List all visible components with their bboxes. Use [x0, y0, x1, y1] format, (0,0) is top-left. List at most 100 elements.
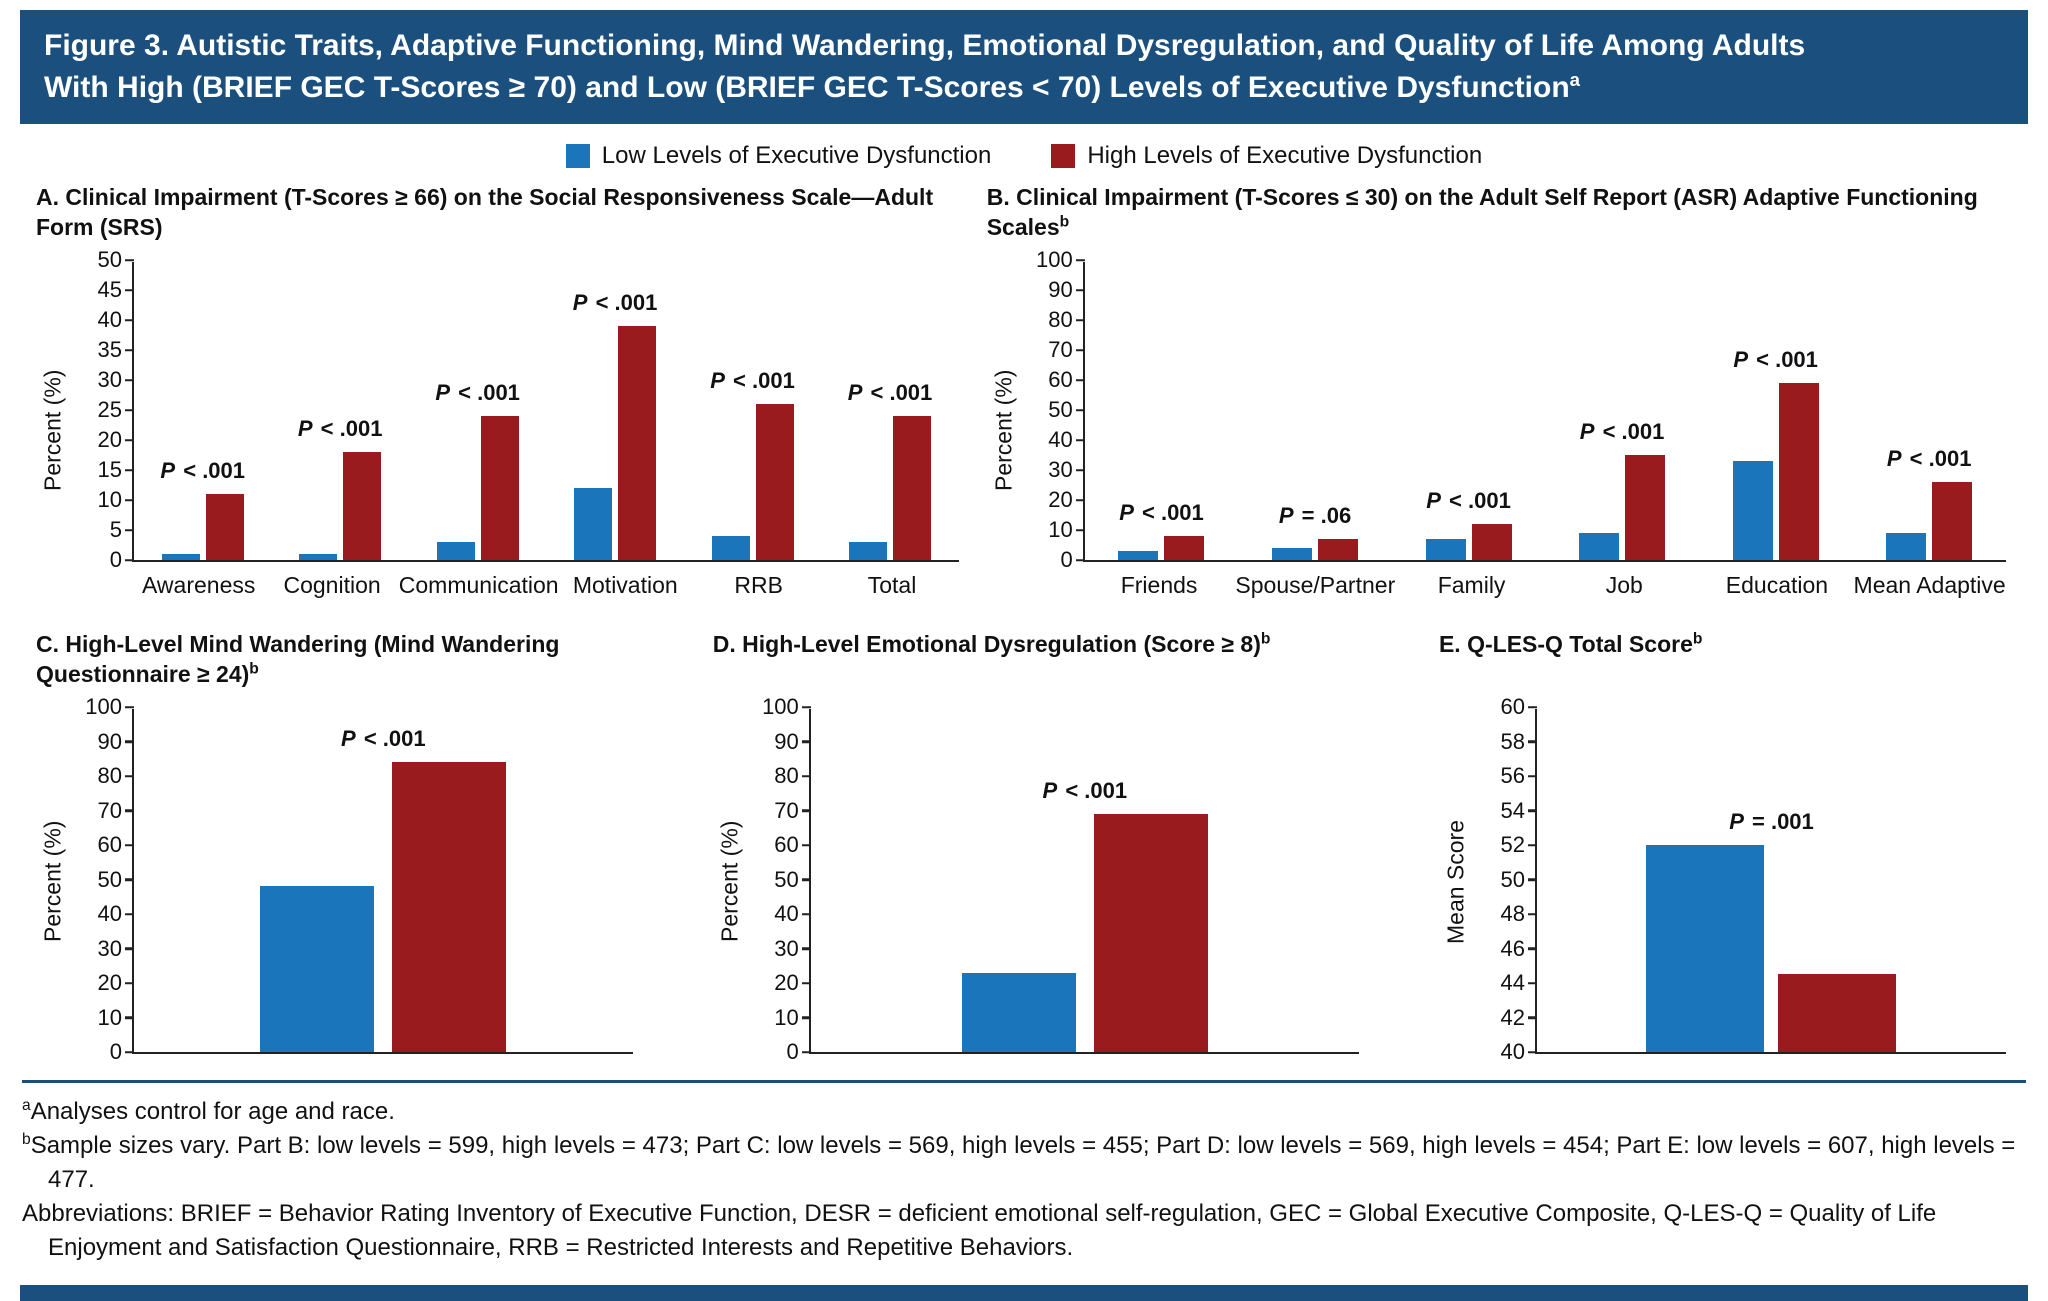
bar-high	[1471, 524, 1512, 560]
chart-e: Mean Score 40 42 44 46 48 50 52 54 56 58 60 P = .001	[1439, 696, 2012, 1063]
x-category-label: Mean Adaptive	[1853, 572, 2006, 598]
y-tick-mark	[125, 947, 134, 950]
y-tick-mark	[1075, 438, 1085, 442]
y-tick-mark	[1527, 774, 1537, 778]
footnote-a: aAnalyses control for age and race.	[22, 1095, 2026, 1129]
x-category-label: Education	[1725, 572, 1829, 598]
y-tick-mark	[125, 348, 134, 352]
y-tick-mark	[125, 843, 134, 847]
y-tick-mark	[125, 528, 134, 532]
panel-a: A. Clinical Impairment (T-Scores ≥ 66) o…	[36, 182, 965, 599]
legend-swatch-low-icon	[565, 144, 590, 168]
y-tick-mark	[125, 774, 134, 778]
y-tick-mark	[125, 438, 134, 442]
y-tick-label: 52	[1500, 832, 1525, 857]
panel-c-title: C. High-Level Mind Wandering (Mind Wande…	[36, 629, 639, 697]
plot-column: 0 5 10 15 20 25 30 35 40 45 50 P < .001 P < .001 P < …	[70, 249, 965, 599]
y-tick-label: 45	[97, 277, 122, 302]
bar-group: P < .001	[160, 458, 245, 560]
y-tick-label: 15	[97, 457, 122, 482]
panel-d-title: D. High-Level Emotional Dysregulation (S…	[713, 629, 1365, 697]
y-tick-mark	[1527, 843, 1537, 847]
chart-area-e: Mean Score 40 42 44 46 48 50 52 54 56 58 60 P = .001	[1439, 696, 2012, 1063]
y-tick-label: 80	[1048, 307, 1073, 332]
y-tick-mark	[801, 1050, 811, 1054]
footnote-a-text: Analyses control for age and race.	[30, 1098, 395, 1125]
plot-area: 0 10 20 30 40 50 60 70 80 90 100 P < .001	[762, 696, 1359, 1063]
y-tick-label: 40	[774, 901, 799, 926]
x-category-label: Total	[867, 572, 917, 598]
y-tick-mark	[125, 468, 134, 472]
y-tick-label: 50	[97, 247, 122, 272]
x-category-label: Communication	[398, 572, 559, 598]
y-tick-label: 90	[1048, 277, 1073, 302]
y-tick-mark	[1075, 378, 1085, 382]
panel-e-title-text: E. Q-LES-Q Total Score	[1438, 631, 1693, 657]
figure-title-line1: Figure 3. Autistic Traits, Adaptive Func…	[44, 29, 1806, 62]
bar-low	[1272, 548, 1313, 560]
x-category-label: Awareness	[142, 572, 256, 598]
plot-column: 40 42 44 46 48 50 52 54 56 58 60 P = .001	[1473, 696, 2012, 1063]
plot-area: 40 42 44 46 48 50 52 54 56 58 60 P = .001	[1500, 696, 2006, 1063]
bar-groups: P < .001 P = .06 P < .001 P < .001 P < .001 P…	[1085, 262, 2006, 560]
footnote-abbreviations: Abbreviations: BRIEF = Behavior Rating I…	[22, 1197, 2026, 1265]
charts-container: A. Clinical Impairment (T-Scores ≥ 66) o…	[0, 170, 2048, 1063]
y-tick-label: 0	[1060, 547, 1073, 572]
bar-group: P < .001	[260, 726, 507, 1052]
p-value-label: P < .001	[341, 726, 426, 752]
y-tick-label: 42	[1500, 1004, 1525, 1030]
panel-b: B. Clinical Impairment (T-Scores ≤ 30) o…	[965, 182, 2012, 599]
bar-group: P < .001	[298, 416, 382, 560]
y-tick-mark	[125, 981, 134, 985]
y-tick-mark	[1527, 981, 1537, 985]
y-tick-label: 60	[774, 832, 799, 857]
legend-item-high: High Levels of Executive Dysfunction	[1051, 142, 1482, 170]
bar-high	[343, 452, 382, 560]
bar-group: P < .001	[1732, 347, 1819, 560]
y-tick-label: 10	[774, 1004, 799, 1030]
y-tick-mark	[1527, 705, 1537, 709]
bar-high	[755, 404, 794, 560]
y-tick-mark	[125, 878, 134, 881]
p-value-label: P = .001	[1729, 809, 1814, 834]
y-tick-label: 20	[97, 427, 122, 452]
x-category-label: Job	[1605, 572, 1643, 598]
panel-e-title-superscript: b	[1692, 630, 1703, 648]
bar-low	[161, 554, 200, 560]
y-tick-mark	[801, 705, 811, 709]
y-tick-mark	[125, 705, 134, 709]
bar-group: P < .001	[848, 380, 932, 560]
y-tick-label: 20	[774, 970, 799, 995]
footnote-abbreviations-text: Abbreviations: BRIEF = Behavior Rating I…	[22, 1200, 1937, 1262]
y-tick-label: 0	[109, 547, 122, 572]
y-tick-label: 90	[774, 728, 799, 754]
legend-swatch-high-icon	[1051, 144, 1076, 168]
y-tick-mark	[801, 843, 811, 847]
y-tick-label: 80	[97, 763, 122, 788]
y-tick-label: 40	[97, 901, 122, 926]
y-tick-mark	[1527, 740, 1537, 743]
bar-high	[1164, 536, 1205, 560]
x-axis-labels: Awareness Cognition Communication Motivatio…	[132, 572, 959, 599]
bar-low	[260, 886, 375, 1052]
plot-area: 0 10 20 30 40 50 60 70 80 90 100 P < .001	[85, 696, 633, 1063]
y-tick-label: 40	[1048, 427, 1073, 452]
bar-high	[1778, 383, 1819, 560]
y-tick-label: 60	[1500, 694, 1525, 719]
chart-a: Percent (%) 0 5 10 15 20 25 30 35 40 45 50 P < .001 P…	[36, 249, 965, 599]
y-tick-label: 10	[97, 487, 122, 512]
y-tick-mark	[1075, 348, 1085, 352]
y-tick-mark	[801, 774, 811, 778]
y-tick-mark	[125, 288, 134, 292]
bar-high	[205, 494, 244, 560]
y-tick-mark	[1527, 947, 1537, 950]
bar-high	[1625, 455, 1666, 560]
p-value-label: P < .001	[1886, 446, 1972, 471]
panel-c-title-text: C. High-Level Mind Wandering (Mind Wande…	[36, 631, 560, 688]
y-tick-label: 30	[97, 367, 122, 392]
bar-high	[1093, 813, 1208, 1052]
chart-area-c: Percent (%) 0 10 20 30 40 50 60 70 80 90 100 P < .00…	[36, 696, 639, 1063]
p-value-label: P < .001	[710, 368, 795, 393]
y-tick-mark	[125, 1016, 134, 1019]
